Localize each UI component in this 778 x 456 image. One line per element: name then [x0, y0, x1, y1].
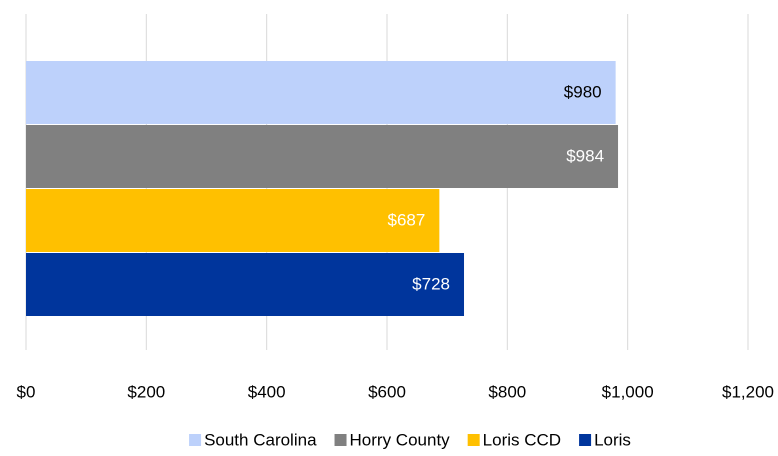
legend-swatch [467, 434, 480, 446]
bar [26, 253, 465, 316]
legend-label: Loris CCD [483, 430, 561, 449]
x-tick-label: $200 [127, 382, 165, 401]
bar [26, 189, 440, 252]
data-label: $728 [412, 274, 450, 293]
x-tick-label: $1,200 [722, 382, 774, 401]
legend-label: South Carolina [204, 430, 317, 449]
legend-label: Loris [594, 430, 631, 449]
x-tick-label: $1,000 [602, 382, 654, 401]
bar [26, 61, 616, 124]
data-label: $980 [564, 82, 602, 101]
x-tick-label: $600 [368, 382, 406, 401]
x-tick-label: $0 [17, 382, 36, 401]
legend-label: Horry County [350, 430, 451, 449]
legend-swatch [579, 434, 592, 446]
x-tick-label: $400 [248, 382, 286, 401]
data-label: $687 [388, 210, 426, 229]
legend-swatch [189, 434, 202, 446]
bar [26, 125, 619, 188]
x-tick-label: $800 [488, 382, 526, 401]
data-label: $984 [566, 146, 604, 165]
legend-swatch [334, 434, 347, 446]
